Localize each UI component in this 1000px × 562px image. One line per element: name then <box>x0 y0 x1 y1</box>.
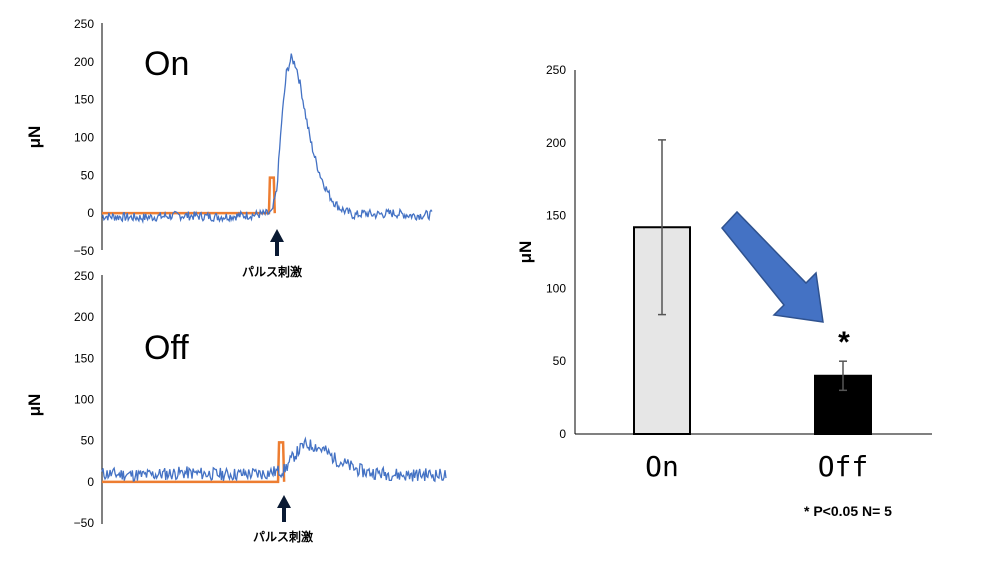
y-tick-label: 200 <box>74 55 94 69</box>
on-plot-area <box>101 53 433 224</box>
bar-chart-panel: μN 250 200 150 100 50 0 * On Off * P<0.05 N= … <box>516 63 932 519</box>
y-tick-label: 150 <box>74 93 94 107</box>
on-panel-label: On <box>144 45 189 83</box>
on-trace-panel: μN 250 200 150 100 50 0 −50 On パルス刺激 <box>25 17 433 279</box>
y-tick-label: 150 <box>546 209 566 223</box>
y-tick-label: 100 <box>74 131 94 145</box>
bar-y-axis-label: μN <box>516 241 535 264</box>
force-trace-line <box>101 53 433 224</box>
y-tick-label: 200 <box>74 310 94 324</box>
off-y-axis-label: μN <box>25 394 44 417</box>
y-tick-label: 50 <box>553 354 567 368</box>
y-tick-label: 50 <box>81 434 95 448</box>
pulse-line <box>102 176 277 215</box>
on-y-tick-labels: 250 200 150 100 50 0 −50 <box>74 17 95 258</box>
decrease-arrow-icon <box>721 210 824 323</box>
y-tick-label: −50 <box>74 244 95 258</box>
on-y-axis-label: μN <box>25 126 44 149</box>
off-stimulus-label: パルス刺激 <box>253 529 313 544</box>
y-tick-label: 250 <box>546 63 566 77</box>
y-tick-label: 250 <box>74 17 94 31</box>
off-panel-label: Off <box>144 329 189 367</box>
y-tick-label: 0 <box>87 206 94 220</box>
y-tick-label: 100 <box>546 281 566 295</box>
y-tick-label: 150 <box>74 351 94 365</box>
off-stimulus-arrow-icon <box>277 495 291 522</box>
bar-y-tick-labels: 250 200 150 100 50 0 <box>546 63 566 441</box>
off-plot-area <box>101 436 447 484</box>
category-label-off: Off <box>818 450 869 483</box>
y-tick-label: 250 <box>74 269 94 283</box>
category-label-on: On <box>645 450 679 483</box>
off-y-tick-labels: 250 200 150 100 50 0 −50 <box>74 269 95 530</box>
on-stimulus-label: パルス刺激 <box>242 264 302 279</box>
y-tick-label: −50 <box>74 516 95 530</box>
force-trace-line <box>101 436 447 483</box>
y-tick-label: 0 <box>559 427 566 441</box>
on-stimulus-arrow-icon <box>270 229 284 256</box>
pulse-line <box>102 441 286 484</box>
bar-marks <box>633 139 872 436</box>
y-tick-label: 0 <box>87 475 94 489</box>
y-tick-label: 100 <box>74 393 94 407</box>
footnote: * P<0.05 N= 5 <box>804 503 892 519</box>
y-tick-label: 200 <box>546 136 566 150</box>
significance-marker: * <box>838 326 850 359</box>
off-trace-panel: μN 250 200 150 100 50 0 −50 Off パルス刺激 <box>25 269 447 544</box>
y-tick-label: 50 <box>81 168 95 182</box>
